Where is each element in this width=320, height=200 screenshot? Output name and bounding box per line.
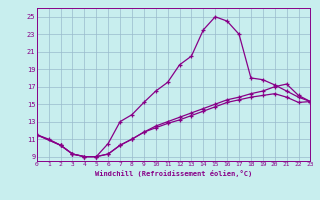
X-axis label: Windchill (Refroidissement éolien,°C): Windchill (Refroidissement éolien,°C): [95, 170, 252, 177]
